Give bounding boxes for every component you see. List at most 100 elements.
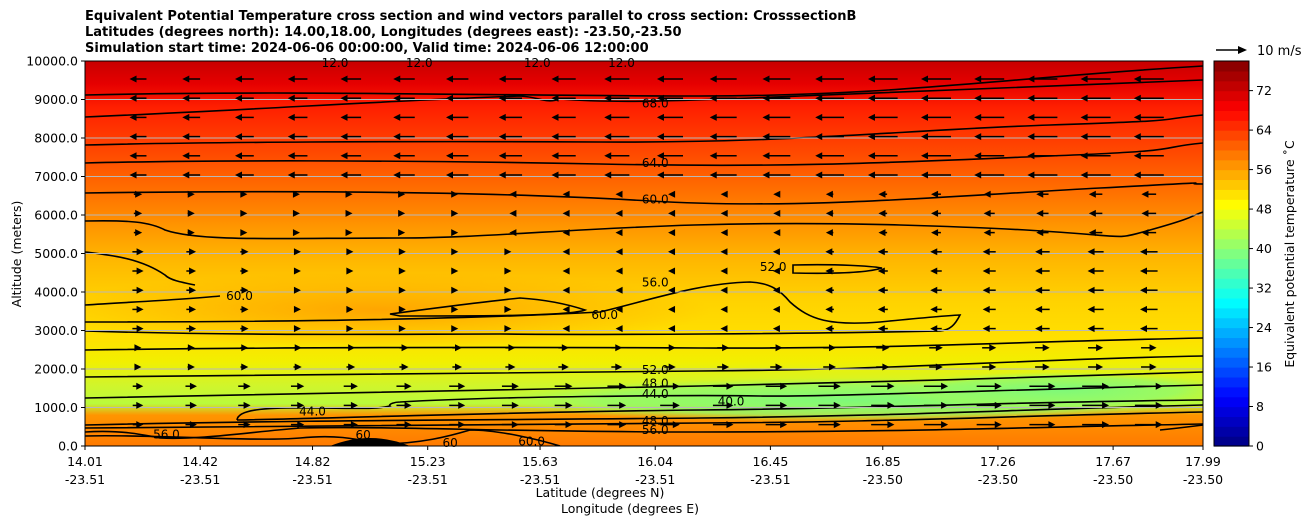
wind-vector-head — [451, 229, 459, 237]
colorbar-level — [1214, 278, 1249, 289]
wind-vector-head — [772, 286, 780, 294]
wind-vector-head — [340, 113, 348, 121]
wind-vector-head — [511, 421, 519, 429]
wind-vector-head — [1133, 171, 1141, 179]
x-tick-label-lat: 17.99 — [1185, 454, 1221, 469]
contour-line — [85, 337, 1203, 351]
wind-vector-head — [551, 75, 559, 83]
wind-vector-head — [565, 382, 573, 390]
wind-vector-head — [825, 229, 833, 237]
wind-vector-head — [1036, 229, 1044, 237]
wind-vector-head — [867, 113, 875, 121]
wind-vector-head — [393, 152, 401, 160]
wind-vector-head — [825, 248, 833, 256]
contour-line — [236, 399, 1203, 421]
wind-vector-head — [129, 152, 137, 160]
contour-line — [85, 114, 1203, 146]
wind-vector-head — [393, 113, 401, 121]
wind-vector-head — [562, 190, 570, 198]
wind-vector-head — [458, 382, 466, 390]
wind-vector-head — [565, 401, 573, 409]
wind-vector-head — [941, 401, 949, 409]
wind-vector-head — [340, 94, 348, 102]
wind-vector-head — [398, 286, 406, 294]
contour-label: 44.0 — [299, 404, 326, 418]
contour-label: 12.0 — [322, 56, 349, 70]
y-tick-label: 3000.0 — [34, 323, 78, 338]
wind-vector-head — [562, 229, 570, 237]
wind-vector-head — [720, 229, 728, 237]
contour-line — [85, 65, 1203, 97]
wind-vector-head — [189, 248, 197, 256]
x-axis-label-latitude: Latitude (degrees N) — [536, 485, 665, 500]
wind-vector-head — [762, 133, 770, 141]
wind-vector-head — [398, 248, 406, 256]
wind-vector-head — [762, 75, 770, 83]
wind-vector-head — [619, 421, 627, 429]
wind-vector-head — [287, 133, 295, 141]
wind-vector-head — [1027, 113, 1035, 121]
wind-vector-head — [445, 152, 453, 160]
wind-vector-head — [293, 286, 301, 294]
wind-vector-head — [887, 382, 895, 390]
wind-vector-head — [1080, 75, 1088, 83]
wind-vector-head — [135, 190, 143, 198]
colorbar-level — [1214, 80, 1249, 92]
wind-vector-head — [240, 190, 248, 198]
colorbar-level — [1214, 70, 1249, 82]
wind-vector-head — [451, 209, 459, 217]
wind-vector-head — [877, 267, 885, 275]
wind-vector-head — [780, 421, 788, 429]
colorbar-level — [1214, 288, 1249, 299]
wind-vector-head — [243, 401, 251, 409]
wind-vector-head — [562, 209, 570, 217]
wind-vector-head — [287, 113, 295, 121]
wind-vector-head — [458, 401, 466, 409]
x-tick-label-lat: 17.67 — [1095, 454, 1131, 469]
wind-vector-head — [1133, 133, 1141, 141]
wind-vector-head — [562, 286, 570, 294]
contour-label: 60 — [355, 428, 370, 442]
wind-vector-head — [1140, 305, 1148, 313]
wind-vector-head — [445, 94, 453, 102]
wind-vector-head — [1087, 248, 1095, 256]
contour-line — [85, 79, 1203, 118]
x-tick-label-lon: -23.51 — [408, 472, 448, 487]
wind-vector-head — [825, 209, 833, 217]
wind-vector-head — [129, 113, 137, 121]
wind-vector-head — [878, 229, 886, 237]
wind-vector-head — [340, 152, 348, 160]
colorbar-level — [1214, 218, 1249, 230]
wind-vector-head — [129, 171, 137, 179]
wind-vector-head — [773, 190, 781, 198]
wind-vector-head — [815, 171, 823, 179]
wind-vector-head — [136, 267, 144, 275]
colorbar-tick-label: 24 — [1256, 320, 1272, 335]
wind-vector-head — [867, 171, 875, 179]
wind-vector-head — [551, 94, 559, 102]
wind-vector-head — [293, 305, 301, 313]
colorbar-tick-label: 8 — [1256, 399, 1264, 414]
colorbar-level — [1214, 268, 1249, 279]
colorbar-tick-label: 0 — [1256, 439, 1264, 454]
wind-vector-head — [136, 286, 144, 294]
contour-label: 12.0 — [406, 56, 433, 70]
colorbar-level — [1214, 139, 1249, 151]
colorbar-level — [1214, 307, 1249, 319]
wind-vector-head — [1027, 133, 1035, 141]
wind-vector-head — [235, 133, 243, 141]
colorbar-frame — [1213, 60, 1250, 447]
wind-vector-head — [240, 209, 248, 217]
wind-vector-head — [1042, 363, 1050, 371]
wind-vector-head — [1102, 421, 1110, 429]
wind-vector-head — [129, 75, 137, 83]
wind-vector-head — [921, 113, 928, 121]
wind-vector-head — [825, 190, 833, 198]
wind-vector-head — [828, 363, 836, 371]
colorbar-level — [1214, 376, 1249, 388]
wind-vector-head — [445, 133, 453, 141]
colorbar-tick-label: 40 — [1256, 241, 1272, 256]
wind-vector-head — [931, 190, 939, 198]
colorbar-level — [1214, 357, 1249, 368]
